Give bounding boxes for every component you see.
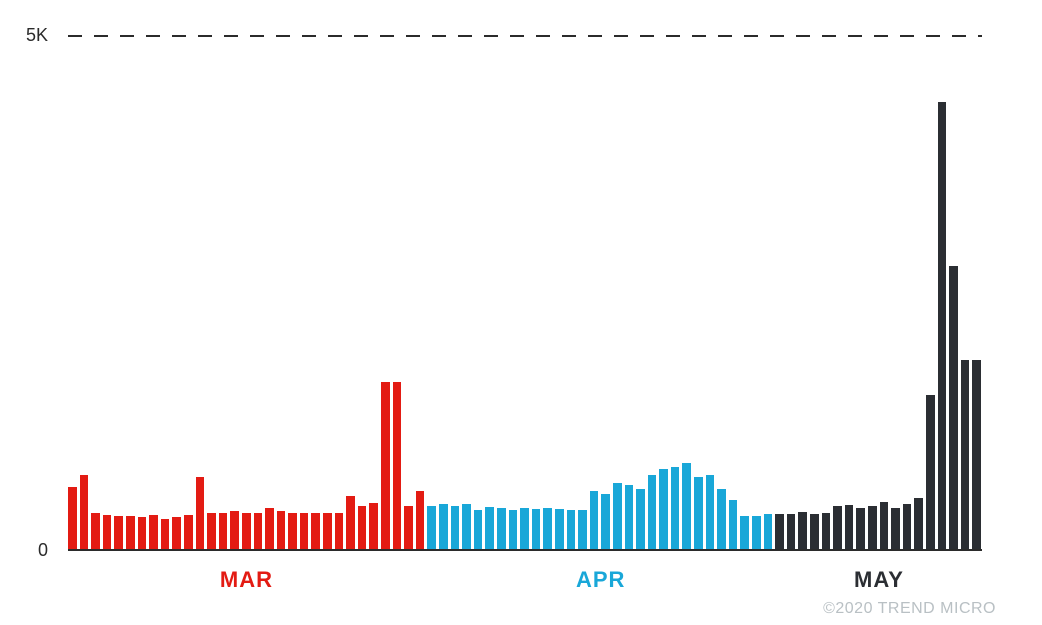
bar [311, 513, 320, 549]
bar [300, 513, 309, 549]
bar [369, 503, 378, 549]
bar [68, 487, 77, 549]
bar [80, 475, 89, 549]
bar [462, 504, 471, 549]
bar [346, 496, 355, 549]
bar [590, 491, 599, 549]
bar [601, 494, 610, 550]
bar [520, 508, 529, 549]
bar [114, 516, 123, 549]
bar-plot [68, 35, 982, 549]
bar [961, 360, 970, 549]
bar [810, 514, 819, 549]
bar [787, 514, 796, 549]
bar [717, 489, 726, 549]
credit: ©2020 TREND MICRO [823, 600, 996, 618]
bar [323, 513, 332, 549]
bar [277, 511, 286, 549]
bar [149, 515, 158, 549]
bar [393, 382, 402, 549]
y-tick-bottom-text: 0 [38, 540, 48, 560]
bar [740, 516, 749, 549]
bar [578, 510, 587, 549]
bar [903, 504, 912, 549]
bar [358, 506, 367, 549]
bar [427, 506, 436, 549]
bar [625, 485, 634, 549]
bar [636, 489, 645, 549]
bar [532, 509, 541, 549]
bar [949, 266, 958, 549]
bar [914, 498, 923, 549]
bar [764, 514, 773, 549]
bar [230, 511, 239, 549]
bar [775, 514, 784, 549]
bar [126, 516, 135, 549]
bar [497, 508, 506, 549]
credit-text: ©2020 TREND MICRO [823, 600, 996, 617]
bar [288, 513, 297, 549]
bar [856, 508, 865, 549]
bar [891, 508, 900, 549]
bar [926, 395, 935, 549]
bar [219, 513, 228, 549]
bar [613, 483, 622, 549]
bar [416, 491, 425, 549]
bar [868, 506, 877, 549]
month-label: APR [576, 567, 625, 593]
y-tick-top: 5K [10, 25, 48, 46]
x-axis [68, 549, 982, 551]
bar [706, 475, 715, 549]
bar [880, 502, 889, 549]
bar [694, 477, 703, 549]
bar [138, 517, 147, 549]
bar [439, 504, 448, 549]
month-label: MAY [854, 567, 904, 593]
bar [798, 512, 807, 549]
bar [972, 360, 981, 549]
bar [103, 515, 112, 549]
bar [682, 463, 691, 549]
bar [729, 500, 738, 549]
bar [254, 513, 263, 549]
bar [451, 506, 460, 549]
bar [833, 506, 842, 549]
bar [509, 510, 518, 549]
bar [485, 507, 494, 549]
bar [91, 513, 100, 549]
bar [648, 475, 657, 549]
bar [938, 102, 947, 549]
bar [752, 516, 761, 549]
bar [555, 509, 564, 549]
y-tick-bottom: 0 [10, 540, 48, 561]
month-label: MAR [220, 567, 273, 593]
bar [161, 519, 170, 549]
bar [207, 513, 216, 549]
bar [335, 513, 344, 549]
bar [822, 513, 831, 549]
bar [543, 508, 552, 549]
bar [845, 505, 854, 549]
chart-container: 5K 0 MAR APR MAY ©2020 TREND MICRO [0, 0, 1042, 625]
bar [242, 513, 251, 549]
bar [381, 382, 390, 549]
bar [567, 510, 576, 549]
bar [474, 510, 483, 549]
bar [671, 467, 680, 549]
bar [265, 508, 274, 549]
bar [184, 515, 193, 549]
bar [659, 469, 668, 549]
bar [172, 517, 181, 549]
y-tick-top-text: 5K [26, 25, 48, 45]
bar [404, 506, 413, 549]
bar [196, 477, 205, 549]
